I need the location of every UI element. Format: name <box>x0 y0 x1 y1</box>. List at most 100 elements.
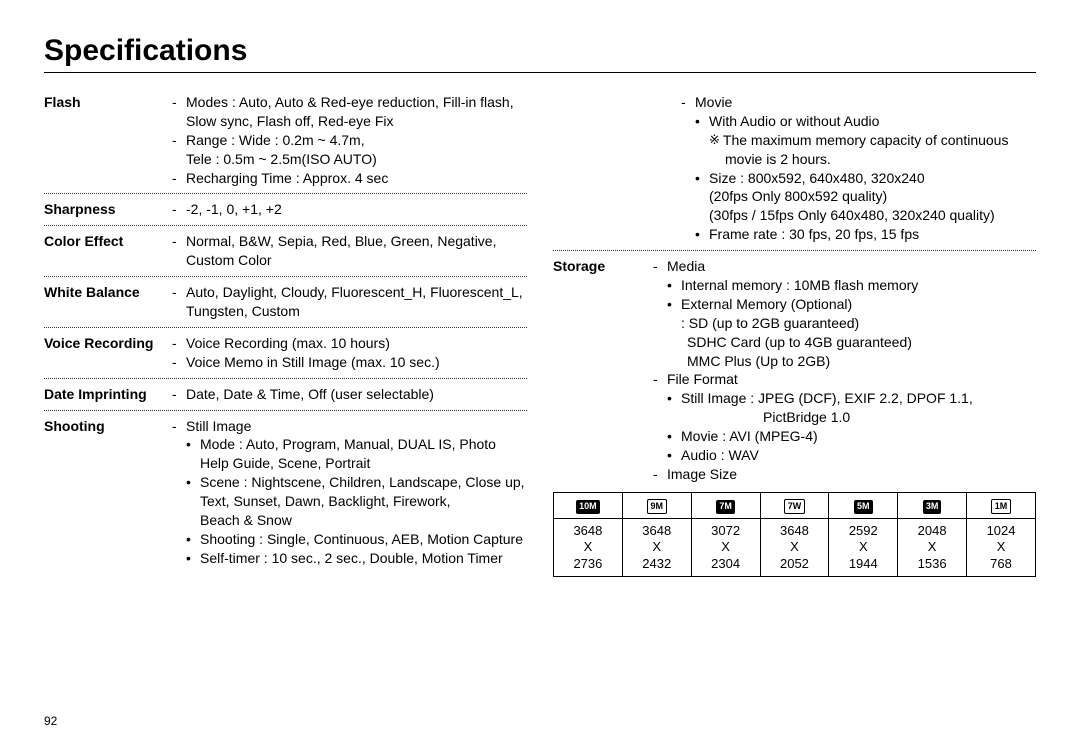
flash-modes-cont: Slow sync, Flash off, Red-eye Fix <box>172 112 527 131</box>
shooting-scene: Scene : Nightscene, Children, Landscape,… <box>200 473 527 492</box>
color-effect-val: Normal, B&W, Sepia, Red, Blue, Green, Ne… <box>186 232 527 251</box>
left-column: Flash -Modes : Auto, Auto & Red-eye redu… <box>44 93 527 577</box>
table-header-cell: 7M <box>691 492 760 518</box>
table-header-cell: 9M <box>622 492 691 518</box>
divider <box>44 193 527 194</box>
table-header-cell: 3M <box>898 492 967 518</box>
divider <box>44 225 527 226</box>
color-effect-val2: Custom Color <box>172 251 527 270</box>
spec-voice-recording: Voice Recording -Voice Recording (max. 1… <box>44 334 527 372</box>
voice-rec-2: Voice Memo in Still Image (max. 10 sec.) <box>186 353 527 372</box>
movie-size3: (30fps / 15fps Only 640x480, 320x240 qua… <box>681 206 1036 225</box>
storage-media: Media <box>667 257 1036 276</box>
white-balance-content: -Auto, Daylight, Cloudy, Fluorescent_H, … <box>172 283 527 321</box>
table-cell: 2592X1944 <box>829 519 898 577</box>
color-effect-content: -Normal, B&W, Sepia, Red, Blue, Green, N… <box>172 232 527 270</box>
table-cell: 3072X2304 <box>691 519 760 577</box>
size-badge-icon: 7W <box>784 499 806 514</box>
page-number: 92 <box>44 714 57 728</box>
date-imprinting-content: -Date, Date & Time, Off (user selectable… <box>172 385 527 404</box>
white-balance-val2: Tungsten, Custom <box>172 302 527 321</box>
content-columns: Flash -Modes : Auto, Auto & Red-eye redu… <box>44 93 1036 577</box>
shooting-still: Still Image <box>186 417 527 436</box>
storage-ext4: MMC Plus (Up to 2GB) <box>653 352 1036 371</box>
size-badge-icon: 7M <box>716 500 735 513</box>
shooting-content: -Still Image •Mode : Auto, Program, Manu… <box>172 417 527 568</box>
flash-range-cont: Tele : 0.5m ~ 2.5m(ISO AUTO) <box>172 150 527 169</box>
spec-white-balance: White Balance -Auto, Daylight, Cloudy, F… <box>44 283 527 321</box>
divider <box>44 410 527 411</box>
movie-note: The maximum memory capacity of continuou… <box>723 131 1036 150</box>
storage-still2: PictBridge 1.0 <box>653 408 1036 427</box>
voice-rec-1: Voice Recording (max. 10 hours) <box>186 334 527 353</box>
sharpness-val: -2, -1, 0, +1, +2 <box>186 200 527 219</box>
divider <box>553 250 1036 251</box>
sharpness-label: Sharpness <box>44 200 172 219</box>
table-cell: 3648X2052 <box>760 519 829 577</box>
table-row: 3648X27363648X24323072X23043648X20522592… <box>554 519 1036 577</box>
storage-still: Still Image : JPEG (DCF), EXIF 2.2, DPOF… <box>681 389 1036 408</box>
storage-content: -Media •Internal memory : 10MB flash mem… <box>653 257 1036 484</box>
table-header-cell: 1M <box>967 492 1036 518</box>
storage-internal: Internal memory : 10MB flash memory <box>681 276 1036 295</box>
movie-empty-label <box>553 93 681 244</box>
date-imprinting-label: Date Imprinting <box>44 385 172 404</box>
table-cell: 1024X768 <box>967 519 1036 577</box>
spec-storage: Storage -Media •Internal memory : 10MB f… <box>553 257 1036 484</box>
spec-movie: -Movie •With Audio or without Audio ※The… <box>553 93 1036 244</box>
movie-content: -Movie •With Audio or without Audio ※The… <box>681 93 1036 244</box>
movie-size: Size : 800x592, 640x480, 320x240 <box>709 169 1036 188</box>
table-cell: 2048X1536 <box>898 519 967 577</box>
sharpness-content: --2, -1, 0, +1, +2 <box>172 200 527 219</box>
table-header-cell: 7W <box>760 492 829 518</box>
shooting-label: Shooting <box>44 417 172 568</box>
right-column: -Movie •With Audio or without Audio ※The… <box>553 93 1036 577</box>
flash-recharge: Recharging Time : Approx. 4 sec <box>186 169 527 188</box>
divider <box>44 378 527 379</box>
divider <box>44 276 527 277</box>
table-cell: 3648X2736 <box>554 519 623 577</box>
shooting-mode: Mode : Auto, Program, Manual, DUAL IS, P… <box>200 435 527 454</box>
storage-imagesize: Image Size <box>667 465 1036 484</box>
movie-size2: (20fps Only 800x592 quality) <box>681 187 1036 206</box>
shooting-selftimer: Self-timer : 10 sec., 2 sec., Double, Mo… <box>200 549 527 568</box>
voice-recording-content: -Voice Recording (max. 10 hours) -Voice … <box>172 334 527 372</box>
storage-ext2: : SD (up to 2GB guaranteed) <box>653 314 1036 333</box>
voice-recording-label: Voice Recording <box>44 334 172 372</box>
spec-shooting: Shooting -Still Image •Mode : Auto, Prog… <box>44 417 527 568</box>
spec-flash: Flash -Modes : Auto, Auto & Red-eye redu… <box>44 93 527 187</box>
white-balance-label: White Balance <box>44 283 172 321</box>
size-badge-icon: 3M <box>923 500 942 513</box>
shooting-shooting: Shooting : Single, Continuous, AEB, Moti… <box>200 530 527 549</box>
page-title: Specifications <box>44 34 1036 73</box>
shooting-scene2: Text, Sunset, Dawn, Backlight, Firework, <box>172 492 527 511</box>
divider <box>44 327 527 328</box>
spec-sharpness: Sharpness --2, -1, 0, +1, +2 <box>44 200 527 219</box>
spec-date-imprinting: Date Imprinting -Date, Date & Time, Off … <box>44 385 527 404</box>
storage-audio: Audio : WAV <box>681 446 1036 465</box>
movie-note2: movie is 2 hours. <box>681 150 1036 169</box>
image-size-table: 10M9M7M7W5M3M1M 3648X27363648X24323072X2… <box>553 492 1036 577</box>
table-header-row: 10M9M7M7W5M3M1M <box>554 492 1036 518</box>
flash-content: -Modes : Auto, Auto & Red-eye reduction,… <box>172 93 527 187</box>
storage-label: Storage <box>553 257 653 484</box>
table-cell: 3648X2432 <box>622 519 691 577</box>
flash-modes: Modes : Auto, Auto & Red-eye reduction, … <box>186 93 527 112</box>
shooting-mode2: Help Guide, Scene, Portrait <box>172 454 527 473</box>
storage-movie: Movie : AVI (MPEG-4) <box>681 427 1036 446</box>
movie-audio: With Audio or without Audio <box>709 112 1036 131</box>
storage-external: External Memory (Optional) <box>681 295 1036 314</box>
note-icon: ※ <box>709 131 723 150</box>
movie-fps: Frame rate : 30 fps, 20 fps, 15 fps <box>709 225 1036 244</box>
size-badge-icon: 9M <box>647 499 668 514</box>
color-effect-label: Color Effect <box>44 232 172 270</box>
shooting-scene3: Beach & Snow <box>172 511 527 530</box>
size-badge-icon: 1M <box>991 499 1012 514</box>
movie-head: Movie <box>695 93 1036 112</box>
flash-label: Flash <box>44 93 172 187</box>
size-badge-icon: 10M <box>576 500 600 513</box>
white-balance-val: Auto, Daylight, Cloudy, Fluorescent_H, F… <box>186 283 527 302</box>
storage-fileformat: File Format <box>667 370 1036 389</box>
date-imprint-val: Date, Date & Time, Off (user selectable) <box>186 385 527 404</box>
table-header-cell: 10M <box>554 492 623 518</box>
